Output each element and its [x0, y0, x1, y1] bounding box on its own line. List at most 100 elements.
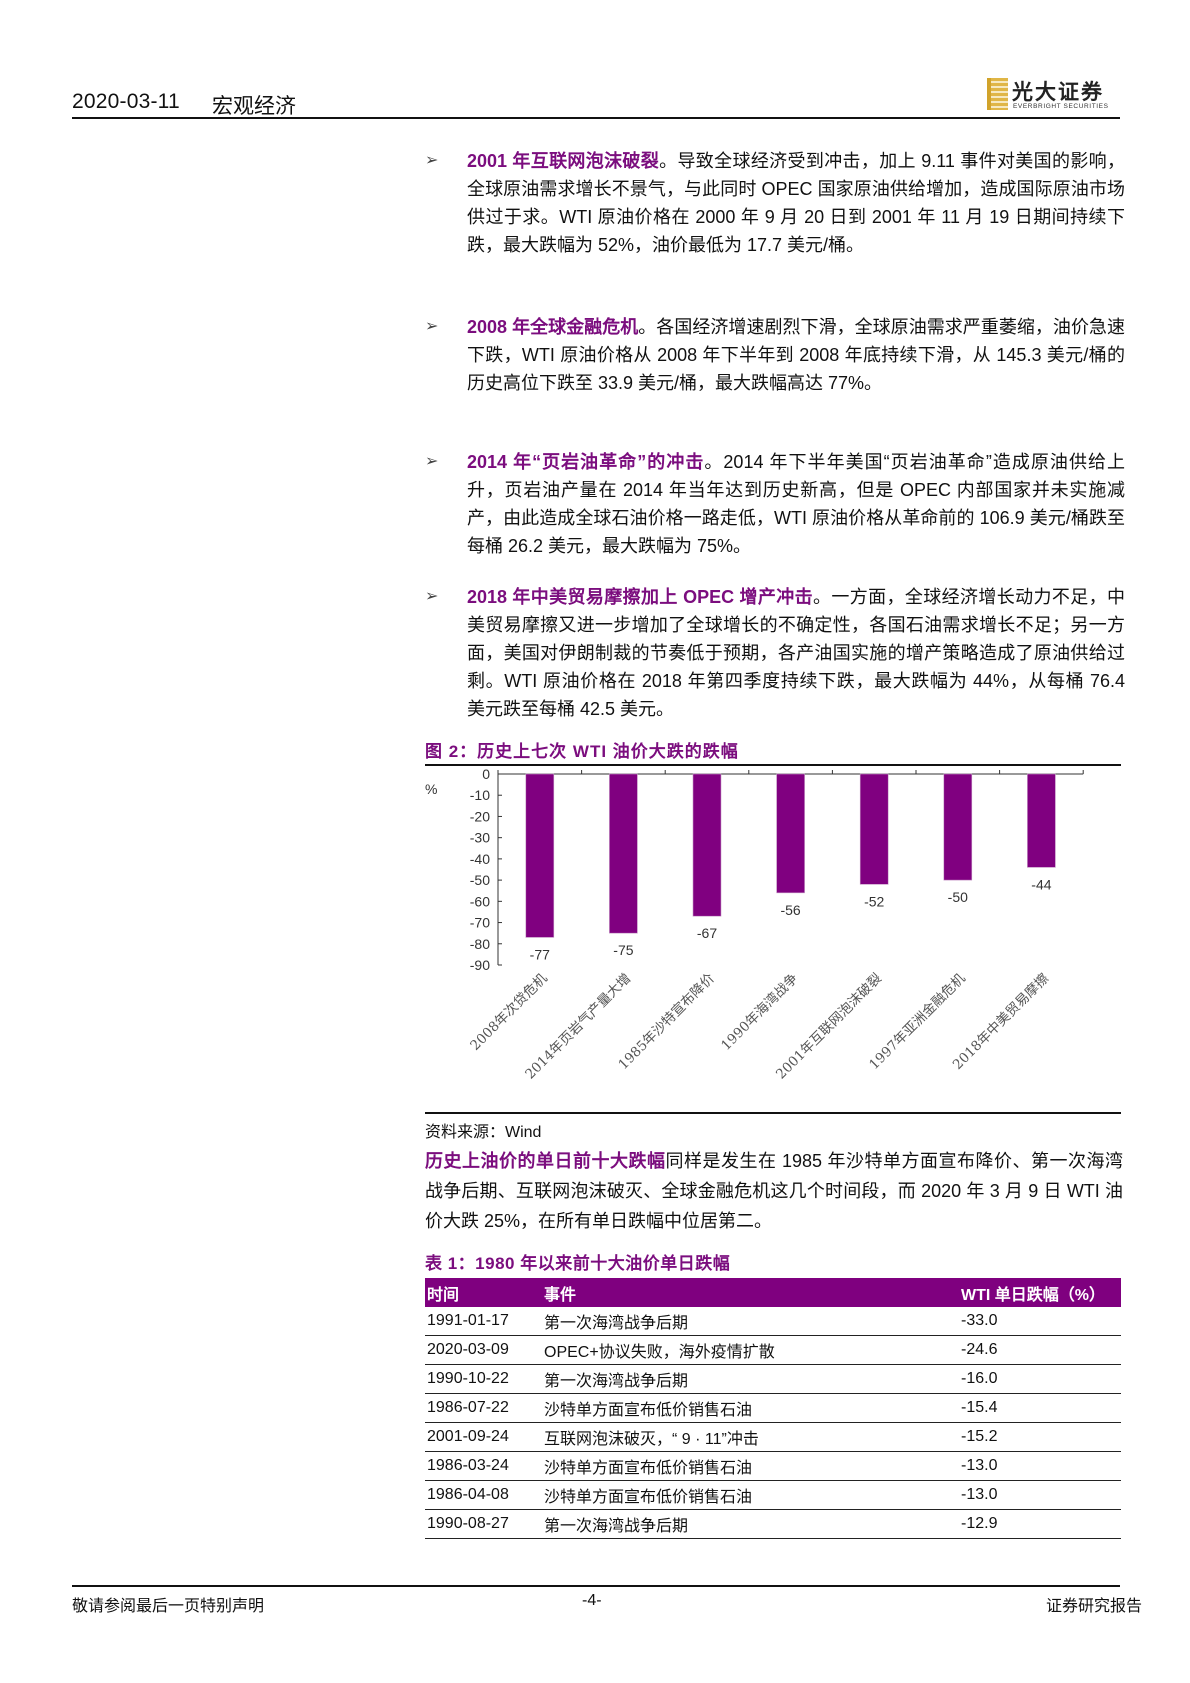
table-row: 1990-10-22 第一次海湾战争后期 -16.0 — [425, 1364, 1121, 1394]
cell-date: 1986-04-08 — [425, 1480, 542, 1510]
y-axis-unit: % — [425, 781, 437, 797]
table-row: 1990-08-27 第一次海湾战争后期 -12.9 — [425, 1509, 1121, 1539]
bar — [525, 773, 555, 938]
y-tick-label: -70 — [470, 915, 490, 931]
company-logo: 光大证券 EVERBRIGHT SECURITIES — [987, 76, 1122, 114]
bullet-text: 。一方面，全球经济增长动力不足，中美贸易摩擦又进一步增加了全球增长的不确定性，各… — [467, 587, 1125, 719]
col-header-event: 事件 — [542, 1278, 959, 1307]
bar — [859, 773, 889, 885]
cell-date: 1986-07-22 — [425, 1393, 542, 1423]
table-row: 2020-03-09 OPEC+协议失败，海外疫情扩散 -24.6 — [425, 1335, 1121, 1365]
x-category-label: 1990年海湾战争 — [717, 970, 801, 1054]
cell-date: 1990-08-27 — [425, 1509, 542, 1539]
report-section: 宏观经济 — [212, 95, 296, 118]
y-tick-label: -20 — [470, 808, 490, 824]
y-tick-label: -50 — [470, 872, 490, 888]
cell-event: 互联网泡沫破灭，“ 9 · 11”冲击 — [542, 1422, 959, 1452]
arrow-bullet-icon: ➢ — [425, 453, 439, 470]
cell-drop: -24.6 — [959, 1335, 1121, 1365]
bullet-text: 。导致全球经济受到冲击，加上 9.11 事件对美国的影响，全球原油需求增长不景气… — [467, 151, 1126, 255]
x-category-label: 2008年次贷危机 — [467, 970, 551, 1054]
body-paragraph: 历史上油价的单日前十大跌幅同样是发生在 1985 年沙特单方面宣布降价、第一次海… — [425, 1146, 1123, 1236]
bar-value-label: -44 — [1031, 876, 1051, 892]
table-row: 1991-01-17 第一次海湾战争后期 -33.0 — [425, 1307, 1121, 1336]
logo-en-text: EVERBRIGHT SECURITIES — [1013, 103, 1109, 110]
paragraph-highlight: 历史上油价的单日前十大跌幅 — [425, 1151, 666, 1171]
figure-top-divider — [425, 764, 1121, 766]
col-header-drop: WTI 单日跌幅（%） — [959, 1278, 1121, 1307]
table-row: 1986-04-08 沙特单方面宣布低价销售石油 -13.0 — [425, 1480, 1121, 1510]
cell-event: 沙特单方面宣布低价销售石油 — [542, 1393, 959, 1423]
cell-drop: -12.9 — [959, 1509, 1121, 1539]
y-tick-label: -60 — [470, 893, 490, 909]
cell-event: 沙特单方面宣布低价销售石油 — [542, 1451, 959, 1481]
footer-divider — [72, 1585, 1120, 1587]
cell-drop: -13.0 — [959, 1480, 1121, 1510]
bullet-text: 。2014 年下半年美国“页岩油革命”造成原油供给上升，页岩油产量在 2014 … — [467, 452, 1126, 556]
cell-date: 2001-09-24 — [425, 1422, 542, 1452]
header-divider — [72, 117, 1120, 119]
bars: -77 -75 -67 -56 -52 -50 -44 — [525, 773, 1056, 962]
report-date: 2020-03-11 — [72, 90, 180, 113]
table-header-row: 时间 事件 WTI 单日跌幅（%） — [425, 1278, 1121, 1307]
y-tick-label: -30 — [470, 830, 490, 846]
bullet-2001: ➢ 2001 年互联网泡沫破裂。导致全球经济受到冲击，加上 9.11 事件对美国… — [425, 147, 1125, 259]
cell-event: OPEC+协议失败，海外疫情扩散 — [542, 1335, 959, 1365]
bullet-highlight: 2018 年中美贸易摩擦加上 OPEC 增产冲击 — [467, 587, 814, 607]
bullet-2014: ➢ 2014 年“页岩油革命”的冲击。2014 年下半年美国“页岩油革命”造成原… — [425, 448, 1125, 560]
bar-value-label: -50 — [948, 889, 968, 905]
bar — [1027, 773, 1056, 868]
y-axis: 0 -10 -20 -30 -40 -50 -60 -70 -80 -90% — [425, 766, 1084, 973]
y-tick-label: -40 — [470, 851, 490, 867]
logo-mark-icon — [987, 78, 1008, 110]
arrow-bullet-icon: ➢ — [425, 588, 439, 605]
bullet-highlight: 2008 年全球金融危机 — [467, 317, 639, 337]
y-tick-label: -10 — [470, 787, 490, 803]
figure-source: 资料来源：Wind — [425, 1124, 542, 1141]
bullet-highlight: 2014 年“页岩油革命”的冲击 — [467, 452, 705, 472]
footer-report-type: 证券研究报告 — [1046, 1598, 1143, 1615]
bullet-highlight: 2001 年互联网泡沫破裂 — [467, 151, 660, 171]
bar — [692, 773, 722, 917]
cell-date: 1986-03-24 — [425, 1451, 542, 1481]
bar-value-label: -67 — [697, 925, 717, 941]
cell-date: 1990-10-22 — [425, 1364, 542, 1394]
table-row: 1986-07-22 沙特单方面宣布低价销售石油 -15.4 — [425, 1393, 1121, 1423]
cell-event: 第一次海湾战争后期 — [542, 1307, 959, 1336]
bar — [943, 773, 973, 881]
bar-value-label: -75 — [613, 942, 633, 958]
cell-drop: -15.4 — [959, 1393, 1121, 1423]
arrow-bullet-icon: ➢ — [425, 152, 439, 169]
y-tick-label: -80 — [470, 936, 490, 952]
paragraph-text: 同样是发生在 1985 年沙特单方面宣布降价、第一次海湾战争后期、互联网泡沫破灭… — [425, 1151, 1123, 1231]
table-title: 表 1：1980 年以来前十大油价单日跌幅 — [425, 1254, 731, 1273]
bar — [776, 773, 805, 894]
bullet-text: 。各国经济增速剧烈下滑，全球原油需求严重萎缩，油价急速下跌，WTI 原油价格从 … — [467, 317, 1126, 393]
col-header-date: 时间 — [425, 1278, 542, 1307]
cell-drop: -13.0 — [959, 1451, 1121, 1481]
table-row: 1986-03-24 沙特单方面宣布低价销售石油 -13.0 — [425, 1451, 1121, 1481]
y-tick-label: -90 — [470, 957, 490, 973]
page-number: -4- — [582, 1592, 602, 1609]
cell-event: 第一次海湾战争后期 — [542, 1509, 959, 1539]
footer-disclaimer: 敬请参阅最后一页特别声明 — [72, 1598, 265, 1615]
bar-chart: 0-10-20-30-40-50-60-70-80-90% -77 -75-67-… — [425, 766, 1084, 1083]
cell-event: 沙特单方面宣布低价销售石油 — [542, 1480, 959, 1510]
cell-date: 1991-01-17 — [425, 1307, 542, 1336]
cell-drop: -15.2 — [959, 1422, 1121, 1452]
oil-drop-table: 时间 事件 WTI 单日跌幅（%） 1991-01-17 第一次海湾战争后期 -33… — [425, 1278, 1121, 1539]
bar-value-label: -52 — [864, 893, 884, 909]
x-category-label: 1985年沙特宣布降价 — [615, 970, 718, 1073]
cell-event: 第一次海湾战争后期 — [542, 1364, 959, 1394]
cell-drop: -16.0 — [959, 1364, 1121, 1394]
figure-title: 图 2：历史上七次 WTI 油价大跌的跌幅 — [425, 742, 739, 761]
cell-date: 2020-03-09 — [425, 1335, 542, 1365]
y-tick-label: 0 — [482, 766, 490, 782]
bullet-2008: ➢ 2008 年全球金融危机。各国经济增速剧烈下滑，全球原油需求严重萎缩，油价急… — [425, 313, 1125, 397]
cell-drop: -33.0 — [959, 1307, 1121, 1336]
bar-value-label: -77 — [530, 946, 550, 962]
figure-bottom-divider — [425, 1112, 1121, 1114]
bullet-2018: ➢ 2018 年中美贸易摩擦加上 OPEC 增产冲击。一方面，全球经济增长动力不… — [425, 583, 1125, 723]
bar-value-label: -56 — [780, 902, 800, 918]
